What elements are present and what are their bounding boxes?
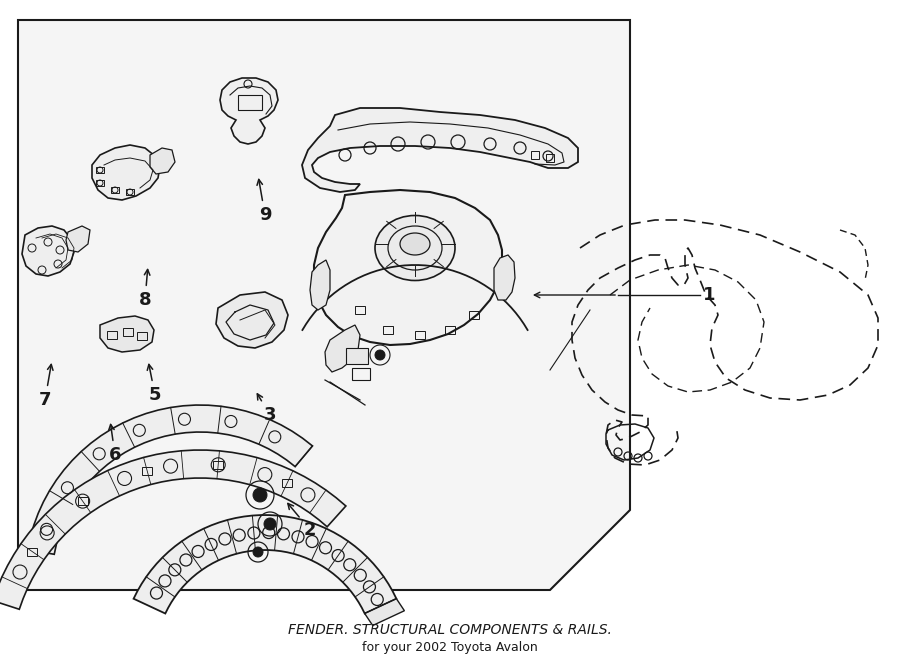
Bar bbox=[346, 348, 368, 364]
Bar bbox=[137, 332, 147, 340]
Text: 9: 9 bbox=[257, 179, 271, 224]
Circle shape bbox=[253, 488, 267, 502]
Bar bbox=[282, 479, 292, 487]
Polygon shape bbox=[66, 226, 90, 252]
Bar bbox=[111, 187, 119, 193]
Ellipse shape bbox=[400, 233, 430, 255]
Polygon shape bbox=[18, 20, 630, 590]
Circle shape bbox=[375, 350, 385, 360]
Bar bbox=[469, 311, 479, 319]
Ellipse shape bbox=[375, 216, 455, 281]
Polygon shape bbox=[310, 260, 330, 310]
Polygon shape bbox=[92, 145, 160, 200]
Text: 1: 1 bbox=[703, 286, 716, 304]
Bar bbox=[355, 306, 365, 314]
Bar bbox=[383, 326, 393, 334]
Circle shape bbox=[253, 547, 263, 557]
Text: 5: 5 bbox=[148, 364, 161, 404]
Polygon shape bbox=[314, 190, 502, 345]
Bar bbox=[96, 167, 104, 173]
Polygon shape bbox=[28, 405, 312, 554]
Polygon shape bbox=[220, 78, 278, 144]
Polygon shape bbox=[100, 316, 154, 352]
Polygon shape bbox=[325, 325, 360, 372]
Bar bbox=[142, 467, 152, 475]
Polygon shape bbox=[22, 226, 74, 276]
Text: 7: 7 bbox=[39, 364, 53, 409]
Polygon shape bbox=[216, 292, 288, 348]
Bar bbox=[546, 154, 554, 162]
Bar bbox=[77, 497, 87, 505]
Bar bbox=[96, 180, 104, 186]
Bar bbox=[107, 331, 117, 339]
Polygon shape bbox=[150, 148, 175, 174]
Text: 6: 6 bbox=[109, 424, 122, 464]
Bar bbox=[445, 326, 455, 334]
Polygon shape bbox=[494, 255, 515, 300]
Text: 4: 4 bbox=[462, 204, 496, 274]
Text: 8: 8 bbox=[139, 269, 151, 309]
Bar bbox=[352, 368, 370, 380]
Bar bbox=[238, 95, 262, 110]
Circle shape bbox=[264, 518, 276, 530]
Bar bbox=[415, 331, 425, 339]
Bar bbox=[123, 328, 133, 336]
Text: FENDER. STRUCTURAL COMPONENTS & RAILS.: FENDER. STRUCTURAL COMPONENTS & RAILS. bbox=[288, 623, 612, 637]
Polygon shape bbox=[0, 450, 346, 609]
Bar bbox=[213, 461, 223, 469]
Bar bbox=[126, 189, 134, 195]
Bar bbox=[531, 151, 539, 159]
Bar bbox=[27, 547, 38, 555]
Polygon shape bbox=[302, 108, 578, 192]
Text: 2: 2 bbox=[288, 503, 316, 539]
Polygon shape bbox=[364, 598, 404, 626]
Polygon shape bbox=[133, 515, 396, 614]
Text: 3: 3 bbox=[257, 394, 276, 424]
Text: for your 2002 Toyota Avalon: for your 2002 Toyota Avalon bbox=[362, 641, 538, 655]
